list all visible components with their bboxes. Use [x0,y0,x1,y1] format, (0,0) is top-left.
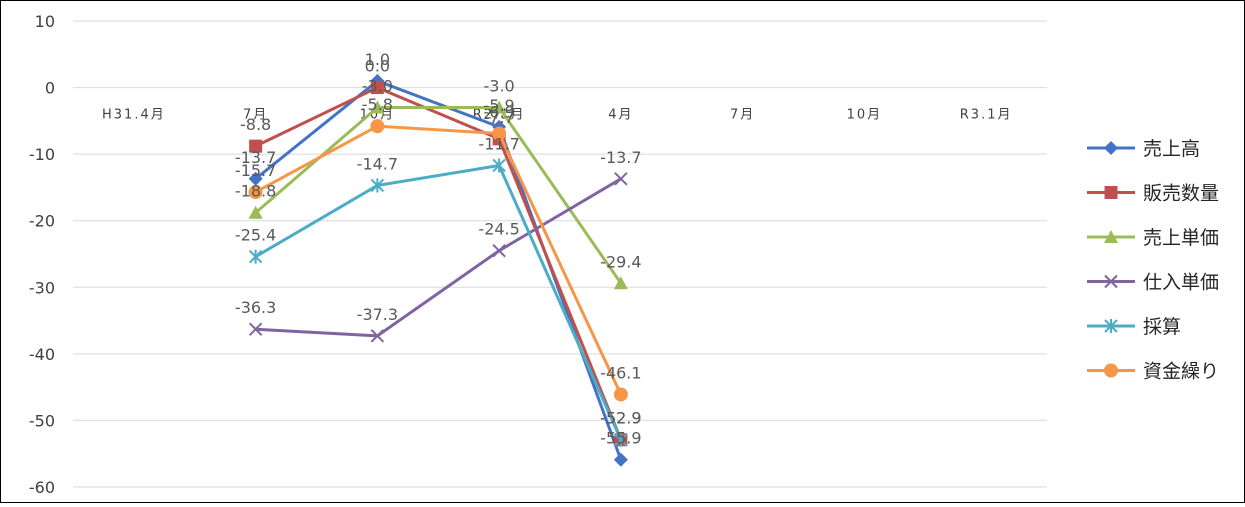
x-marker [1104,274,1118,289]
x-tick-label: 4月 [608,108,633,123]
y-tick-label: 10 [35,12,55,31]
x-marker [248,322,263,336]
data-label: -5.8 [362,95,393,114]
series-group [248,73,628,467]
series-line-4 [255,177,622,338]
legend-entry: 仕入単価 [1087,272,1219,294]
data-label: -36.3 [235,298,276,317]
x-marker-stroke [492,243,506,258]
diamond-marker [248,171,263,186]
star-marker [492,158,506,173]
y-tick-label: -30 [29,278,55,297]
legend-label: 採算 [1143,316,1181,338]
x-marker-stroke [370,329,385,343]
x-marker-stroke [248,322,263,336]
data-label: -46.1 [600,363,641,382]
triangle-marker [613,276,628,290]
data-label: -24.5 [478,220,519,239]
series-line-2 [254,86,623,441]
legend-label: 資金繰り [1143,361,1219,383]
star-marker [248,249,263,264]
legend-label: 売上高 [1143,138,1200,160]
x-tick-label: 10月 [847,108,883,123]
data-label: -7.7 [484,108,515,127]
x-marker [492,243,506,258]
y-tick-label: -50 [29,411,55,430]
y-tick-label: -40 [29,345,55,364]
data-label: -37.3 [357,305,398,324]
triangle-marker [370,100,385,114]
x-marker-stroke [1104,274,1118,289]
triangle-marker [492,100,507,114]
data-label: -18.8 [235,182,276,201]
x-axis-tick-labels: H31.4月 7月 10月 R2.1月 4月 7月 10月 R3.1月 [102,108,1013,123]
data-label: -8.8 [240,115,271,134]
circle-marker [248,185,263,200]
legend-entry: 資金繰り [1087,361,1219,383]
data-label: -55.9 [600,429,641,448]
data-labels: -13.7 1.0 -5.9 -55.9 -8.8 0.0 -7.7 -52.9 -18.8 -3… [235,50,642,448]
data-label: -15.7 [235,161,276,180]
y-axis-tick-labels: 10 0 -10 -20 -30 -40 -50 -60 [29,12,55,497]
circle-marker [492,126,507,141]
data-label: -3.0 [484,77,515,96]
data-label: -5.9 [484,96,515,115]
diamond-marker [613,452,628,467]
legend-entry: 売上単価 [1087,227,1219,249]
diamond-marker [1104,141,1118,155]
x-tick-label: H31.4月 [102,108,166,123]
x-marker-stroke [614,172,628,186]
legend-label: 仕入単価 [1143,272,1219,294]
x-tick-label: R3.1月 [960,108,1013,123]
data-label: -3.0 [362,77,393,96]
data-label: 1.0 [365,50,390,69]
triangle-marker [248,205,263,219]
series-line-6 [254,124,623,396]
circle-marker [613,387,628,402]
data-label: -11.7 [478,134,519,153]
data-label: -52.9 [600,409,641,428]
y-tick-label: -20 [29,212,55,231]
square-marker [249,139,263,153]
circle-marker [370,119,385,134]
square-marker [370,81,384,95]
data-label: -29.4 [600,252,641,271]
legend-entry: 採算 [1087,316,1181,338]
series-line-1 [254,79,623,461]
data-label: -52.9 [600,409,641,428]
triangle-marker [1104,230,1118,243]
series-line-5 [254,163,623,441]
legend-label: 売上単価 [1143,227,1219,249]
x-tick-label: R2.1月 [473,108,526,123]
legend-label: 販売数量 [1143,183,1219,205]
x-marker [614,172,628,186]
y-tick-label: -60 [29,478,55,497]
data-label: -6.9 [484,103,515,122]
star-marker [614,432,628,447]
data-label: -13.7 [600,148,641,167]
y-tick-label: 0 [45,79,55,98]
legend-entry: 売上高 [1087,138,1200,160]
data-label: -14.7 [357,154,398,173]
x-marker [370,329,385,343]
star-marker [1104,319,1118,333]
data-label: 0.0 [365,57,390,76]
data-label: -13.7 [235,148,276,167]
gridlines [73,20,1047,488]
x-tick-label: 7月 [243,108,268,123]
data-label: -25.4 [235,226,276,245]
circle-marker [1104,363,1118,378]
square-marker [1104,186,1118,199]
legend-entry: 販売数量 [1087,183,1219,205]
x-tick-label: 10月 [360,108,396,123]
star-marker [370,178,385,193]
y-tick-label: -10 [29,145,55,164]
x-tick-label: 7月 [730,108,755,123]
